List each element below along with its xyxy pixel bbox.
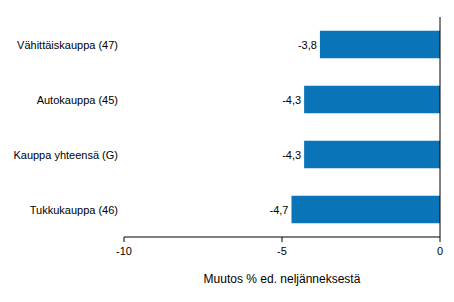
- bar: [304, 86, 440, 114]
- category-label: Autokauppa (45): [37, 94, 118, 106]
- tick-label: -5: [277, 245, 287, 257]
- data-label: -3,8: [298, 39, 317, 51]
- chart: Vähittäiskauppa (47) -3,8 Autokauppa (45) -…: [0, 0, 454, 302]
- tick-label: 0: [437, 245, 443, 257]
- category-label: Vähittäiskauppa (47): [17, 39, 118, 51]
- bar: [304, 141, 440, 169]
- category-label: Kauppa yhteensä (G): [13, 149, 118, 161]
- bar: [320, 31, 440, 59]
- bars: [291, 31, 440, 224]
- tick: [440, 237, 441, 242]
- data-label: -4,3: [282, 149, 301, 161]
- zero-line: [440, 17, 441, 237]
- tick: [282, 237, 283, 242]
- data-label: -4,3: [282, 94, 301, 106]
- axis-title: Muutos % ed. neljänneksestä: [204, 272, 361, 286]
- data-label: -4,7: [270, 204, 289, 216]
- tick: [124, 237, 125, 242]
- chart-container: Vähittäiskauppa (47) -3,8 Autokauppa (45) -…: [0, 0, 454, 302]
- tick-label: -10: [116, 245, 132, 257]
- bar: [291, 196, 440, 224]
- category-label: Tukkukauppa (46): [30, 204, 118, 216]
- labels: Vähittäiskauppa (47) -3,8 Autokauppa (45) -…: [13, 39, 316, 216]
